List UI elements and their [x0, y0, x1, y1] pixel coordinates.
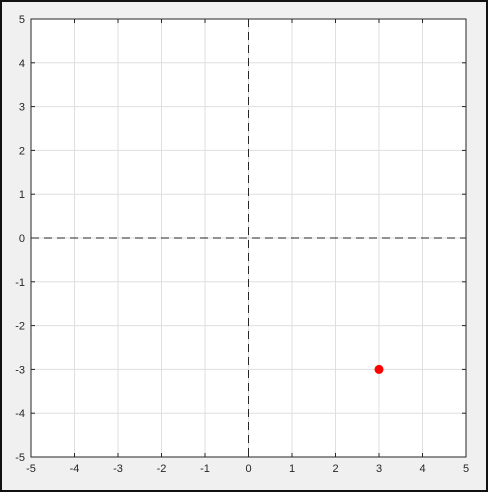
- x-tick-label: -3: [113, 463, 123, 475]
- data-point: [374, 364, 384, 374]
- y-tick-label: 0: [19, 233, 25, 245]
- x-tick-label: 0: [245, 463, 251, 475]
- x-tick-label: -1: [200, 463, 210, 475]
- x-tick-label: 4: [419, 463, 425, 475]
- y-tick-label: -5: [15, 452, 25, 464]
- x-tick-label: 3: [376, 463, 382, 475]
- y-tick-label: 2: [19, 145, 25, 157]
- x-tick-label: 2: [332, 463, 338, 475]
- x-tick-label: 5: [463, 463, 469, 475]
- y-tick-label: 5: [19, 14, 25, 26]
- y-tick-label: -1: [15, 277, 25, 289]
- y-tick-label: 1: [19, 189, 25, 201]
- y-tick-label: -3: [15, 364, 25, 376]
- y-tick-label: -2: [15, 321, 25, 333]
- x-tick-label: -4: [70, 463, 80, 475]
- y-tick-label: -4: [15, 408, 25, 420]
- y-tick-label: 3: [19, 102, 25, 114]
- x-tick-label: -2: [157, 463, 167, 475]
- x-tick-label: -5: [26, 463, 36, 475]
- x-tick-label: 1: [289, 463, 295, 475]
- y-tick-label: 4: [19, 58, 25, 70]
